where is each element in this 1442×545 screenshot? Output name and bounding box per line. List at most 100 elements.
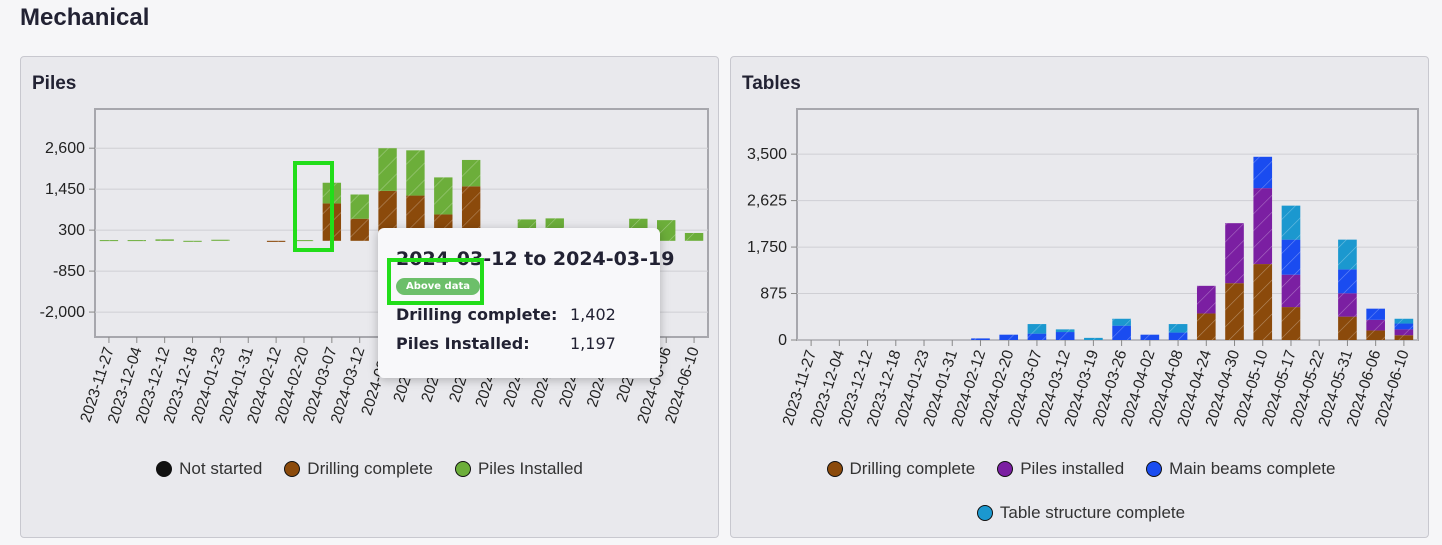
tooltip-row-value: 1,402 bbox=[570, 305, 616, 324]
bar-hatch bbox=[1225, 283, 1244, 340]
bar-hatch bbox=[1140, 334, 1160, 340]
y-tick-label: 2,600 bbox=[45, 140, 85, 157]
bar-hatch bbox=[322, 182, 342, 204]
legend-label-tables-piles: Piles installed bbox=[1020, 459, 1125, 478]
tooltip-row-label: Piles Installed: bbox=[396, 334, 530, 353]
bar-hatch bbox=[378, 148, 397, 191]
tooltip-badge[interactable]: Above data bbox=[396, 278, 480, 295]
y-tick-label: 1,450 bbox=[45, 181, 85, 198]
legend-label-main-beams: Main beams complete bbox=[1169, 459, 1336, 478]
legend-label-tables-drilling: Drilling complete bbox=[849, 459, 976, 478]
bar-hatch bbox=[1112, 325, 1131, 340]
legend-item-not-started[interactable]: Not started bbox=[156, 459, 262, 479]
bar-hatch bbox=[99, 240, 119, 242]
bar-hatch bbox=[127, 240, 146, 242]
legend-swatch-tables-drilling bbox=[826, 461, 843, 477]
bar-hatch bbox=[1281, 274, 1301, 308]
legend-item-drilling-complete[interactable]: Drilling complete bbox=[284, 459, 433, 479]
legend-swatch-piles-installed bbox=[454, 461, 471, 477]
y-tick-label: -850 bbox=[53, 263, 85, 280]
legend-item-tables-piles-installed[interactable]: Piles installed bbox=[997, 459, 1124, 479]
bar-hatch bbox=[1253, 156, 1273, 189]
bar-hatch bbox=[1027, 333, 1047, 340]
bar-hatch bbox=[1394, 318, 1414, 324]
legend-label-drilling-complete: Drilling complete bbox=[307, 459, 433, 478]
y-tick-label: 875 bbox=[760, 286, 787, 303]
bar-hatch bbox=[461, 186, 481, 241]
legend-item-main-beams-complete[interactable]: Main beams complete bbox=[1146, 459, 1335, 479]
tooltip-row-value: 1,197 bbox=[570, 334, 616, 353]
bar-hatch bbox=[294, 240, 314, 242]
legend-swatch-table-structure bbox=[976, 505, 993, 521]
bar-hatch bbox=[1055, 329, 1075, 333]
bar-hatch bbox=[1112, 318, 1131, 326]
tooltip-title: 2024-03-12 to 2024-03-19 bbox=[396, 248, 675, 270]
bar-hatch bbox=[1338, 316, 1357, 340]
bar-hatch bbox=[1055, 332, 1075, 340]
section-title: Mechanical bbox=[20, 4, 150, 31]
plot-area bbox=[796, 108, 1419, 341]
bar-hatch bbox=[155, 239, 174, 241]
bar-hatch bbox=[1338, 293, 1357, 317]
tables-legend: Drilling complete Piles installed Main b… bbox=[756, 459, 1406, 523]
bar-hatch bbox=[461, 159, 481, 187]
bar-hatch bbox=[211, 239, 230, 241]
y-tick-label: 1,750 bbox=[747, 239, 787, 256]
bar-hatch bbox=[971, 338, 990, 340]
bar-hatch bbox=[1168, 324, 1188, 333]
bar-hatch bbox=[1281, 239, 1301, 275]
bar-hatch bbox=[1084, 337, 1103, 340]
piles-legend: Not started Drilling complete Piles Inst… bbox=[21, 459, 718, 479]
tables-chart-title: Tables bbox=[742, 73, 801, 94]
bar-hatch bbox=[1253, 264, 1273, 340]
bar-hatch bbox=[350, 194, 369, 219]
tooltip-row-drilling: Drilling complete: 1,402 bbox=[396, 305, 642, 324]
bar-hatch bbox=[1253, 188, 1273, 265]
piles-chart-title: Piles bbox=[32, 73, 77, 94]
tooltip-row-label: Drilling complete: bbox=[396, 305, 558, 324]
legend-item-table-structure-complete[interactable]: Table structure complete bbox=[976, 503, 1186, 523]
legend-label-table-structure: Table structure complete bbox=[999, 503, 1186, 522]
bar-hatch bbox=[1394, 329, 1414, 336]
legend-swatch-not-started bbox=[156, 461, 173, 477]
bar-hatch bbox=[434, 177, 453, 215]
bar-hatch bbox=[1338, 269, 1357, 294]
bar-hatch bbox=[322, 203, 342, 241]
bar-hatch bbox=[266, 240, 286, 242]
bar-hatch bbox=[406, 150, 425, 196]
bar-hatch bbox=[1394, 323, 1414, 330]
y-tick-label: 3,500 bbox=[747, 146, 787, 163]
legend-swatch-drilling-complete bbox=[284, 461, 301, 477]
bar-hatch bbox=[1281, 307, 1301, 340]
chart-tooltip: 2024-03-12 to 2024-03-19 Above data Dril… bbox=[378, 228, 675, 378]
legend-item-piles-installed[interactable]: Piles Installed bbox=[454, 459, 583, 479]
bar-hatch bbox=[1196, 285, 1216, 314]
bar-hatch bbox=[1281, 205, 1301, 240]
legend-swatch-tables-piles bbox=[997, 461, 1014, 477]
bar-hatch bbox=[1366, 330, 1385, 340]
y-tick-label: 300 bbox=[58, 222, 85, 239]
bar-hatch bbox=[1225, 223, 1244, 284]
tables-chart: 08751,7502,6253,5002023-11-272023-12-042… bbox=[747, 108, 1419, 429]
bar-hatch bbox=[1366, 308, 1385, 320]
bar-hatch bbox=[684, 232, 704, 241]
tables-chart-panel: Tables 0 875 1,750 2,625 3,500 2023-11-27 2023… bbox=[730, 56, 1429, 538]
bar-hatch bbox=[350, 218, 369, 241]
bar-hatch bbox=[657, 220, 676, 241]
bar-hatch bbox=[999, 334, 1019, 340]
legend-swatch-main-beams bbox=[1146, 461, 1163, 477]
bar-hatch bbox=[1027, 324, 1047, 334]
tooltip-row-piles: Piles Installed: 1,197 bbox=[396, 334, 642, 353]
y-tick-label: 2,625 bbox=[747, 193, 787, 210]
bar-hatch bbox=[1338, 239, 1357, 270]
bar-hatch bbox=[1366, 319, 1385, 331]
bar-hatch bbox=[183, 240, 202, 242]
y-tick-label: 0 bbox=[778, 332, 787, 349]
bar-hatch bbox=[1196, 313, 1216, 340]
legend-label-not-started: Not started bbox=[179, 459, 263, 478]
y-tick-label: -2,000 bbox=[40, 304, 85, 321]
bar-hatch bbox=[1394, 335, 1414, 340]
bar-hatch bbox=[1168, 332, 1188, 340]
legend-item-tables-drilling-complete[interactable]: Drilling complete bbox=[826, 459, 976, 479]
legend-label-piles-installed: Piles Installed bbox=[477, 459, 583, 478]
